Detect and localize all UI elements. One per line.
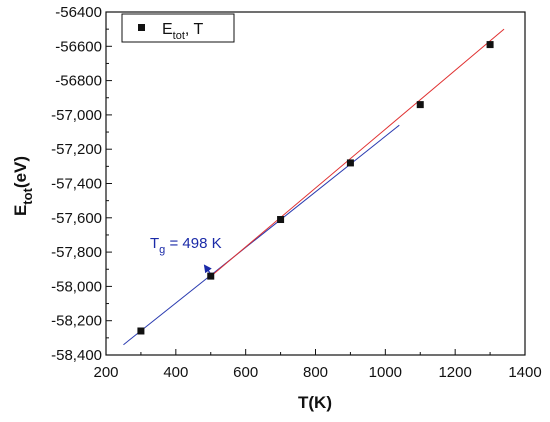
y-tick-label: -57,000 [51, 107, 102, 124]
y-axis-title-unit: (eV) [11, 156, 30, 188]
y-tick-label: -56600 [55, 38, 102, 55]
x-tick-label: 1400 [508, 364, 541, 381]
legend-label: Etot, T [162, 21, 204, 42]
annotation-label: Tg = 498 K [150, 235, 222, 256]
annotation-rest: = 498 K [165, 235, 221, 252]
y-axis-title-subscript: tot [20, 187, 35, 204]
data-point [416, 101, 424, 109]
y-tick-label: -56400 [55, 4, 102, 21]
fit-line [208, 28, 505, 279]
x-axis: 200 400 600 800 1000 1200 1400 [93, 349, 542, 381]
y-axis: -56400 -56600 -56800 -57,000 -57,200 -57,400 -… [51, 4, 112, 364]
annotation-main: T [150, 235, 159, 252]
x-tick-label: 400 [163, 364, 188, 381]
y-tick-label: -58,000 [51, 278, 102, 295]
y-tick-label: -58,400 [51, 347, 102, 364]
data-point [486, 41, 494, 49]
data-points [137, 41, 494, 335]
y-tick-label: -57,200 [51, 141, 102, 158]
y-tick-label: -58,200 [51, 313, 102, 330]
legend: Etot, T [121, 13, 235, 43]
x-tick-label: 1000 [369, 364, 402, 381]
annotation-subscript: g [159, 244, 165, 256]
y-axis-title-main: E [11, 205, 30, 216]
legend-label-subscript: tot [173, 30, 185, 42]
data-point [346, 159, 354, 167]
x-tick-label: 200 [93, 364, 118, 381]
data-point [277, 216, 285, 224]
data-point [137, 327, 145, 335]
y-tick-label: -56800 [55, 73, 102, 90]
legend-label-main: E [162, 21, 173, 38]
x-tick-label: 1200 [438, 364, 471, 381]
x-tick-label: 800 [303, 364, 328, 381]
y-axis-title: Etot(eV) [11, 156, 35, 216]
data-point [207, 272, 215, 280]
plot-frame [105, 11, 526, 356]
annotation-arrow [203, 264, 212, 274]
fit-lines [123, 28, 505, 346]
y-tick-label: -57,600 [51, 210, 102, 227]
tg-annotation: Tg = 498 K [150, 235, 222, 274]
y-tick-label: -57,400 [51, 176, 102, 193]
legend-marker [138, 24, 145, 31]
x-axis-title: T(K) [298, 393, 332, 412]
legend-label-rest: , T [185, 21, 204, 38]
y-tick-label: -57,800 [51, 244, 102, 261]
x-tick-label: 600 [233, 364, 258, 381]
